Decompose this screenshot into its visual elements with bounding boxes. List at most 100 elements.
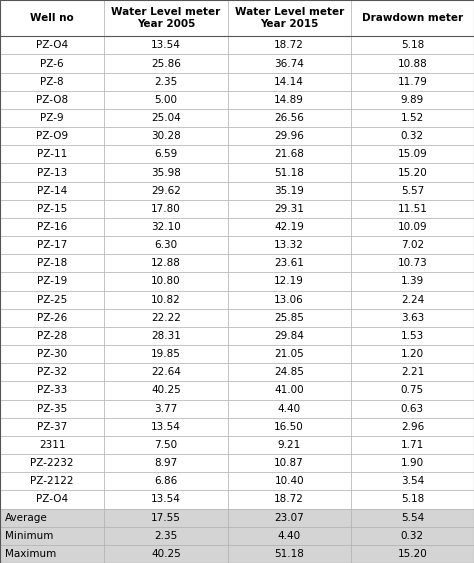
Text: 0.75: 0.75 [401,386,424,395]
Bar [104,272,228,291]
Text: 35.19: 35.19 [274,186,304,196]
Bar [228,55,351,73]
Text: 13.54: 13.54 [151,494,181,504]
Bar [228,145,351,163]
Bar [104,327,228,345]
Text: 10.73: 10.73 [398,258,427,269]
Text: 2.35: 2.35 [154,77,178,87]
Bar [104,163,228,182]
Text: PZ-37: PZ-37 [37,422,67,432]
Text: 51.18: 51.18 [274,168,304,177]
Text: PZ-2122: PZ-2122 [30,476,74,486]
Text: PZ-35: PZ-35 [37,404,67,414]
Text: PZ-18: PZ-18 [37,258,67,269]
Bar [0,291,104,309]
Bar [228,526,351,545]
Text: 10.40: 10.40 [274,476,304,486]
Bar [228,381,351,400]
Text: 2311: 2311 [39,440,65,450]
Bar [228,272,351,291]
Text: 13.54: 13.54 [151,41,181,51]
Bar [0,73,104,91]
Bar [228,163,351,182]
Bar [0,109,104,127]
Bar [0,327,104,345]
Text: 5.57: 5.57 [401,186,424,196]
Bar [228,218,351,236]
Bar [0,127,104,145]
Bar [228,436,351,454]
Text: PZ-O9: PZ-O9 [36,131,68,141]
Bar [351,526,474,545]
Bar [351,0,474,37]
Text: 10.88: 10.88 [398,59,427,69]
Bar [0,0,104,37]
Bar [351,37,474,55]
Bar [104,291,228,309]
Bar [104,127,228,145]
Bar [351,418,474,436]
Bar [0,381,104,400]
Text: PZ-2232: PZ-2232 [30,458,74,468]
Bar [351,145,474,163]
Bar [351,218,474,236]
Bar [228,73,351,91]
Text: 29.62: 29.62 [151,186,181,196]
Text: PZ-32: PZ-32 [37,367,67,377]
Bar [0,55,104,73]
Text: 18.72: 18.72 [274,494,304,504]
Text: PZ-25: PZ-25 [37,294,67,305]
Text: 23.07: 23.07 [274,512,304,522]
Bar [351,91,474,109]
Bar [228,508,351,526]
Bar [351,490,474,508]
Text: 14.14: 14.14 [274,77,304,87]
Text: 41.00: 41.00 [274,386,304,395]
Bar [228,37,351,55]
Bar [228,309,351,327]
Text: PZ-16: PZ-16 [37,222,67,232]
Bar [351,291,474,309]
Text: PZ-28: PZ-28 [37,331,67,341]
Bar [104,182,228,200]
Bar [104,436,228,454]
Bar [351,309,474,327]
Bar [0,345,104,363]
Text: Well no: Well no [30,13,74,23]
Text: Drawdown meter: Drawdown meter [362,13,463,23]
Text: 30.28: 30.28 [151,131,181,141]
Text: 2.96: 2.96 [401,422,424,432]
Text: 1.20: 1.20 [401,349,424,359]
Text: 4.40: 4.40 [278,404,301,414]
Bar [351,400,474,418]
Bar [351,127,474,145]
Bar [351,345,474,363]
Text: PZ-26: PZ-26 [37,313,67,323]
Bar [0,545,104,563]
Bar [0,309,104,327]
Text: 10.80: 10.80 [151,276,181,287]
Text: 22.64: 22.64 [151,367,181,377]
Text: 13.54: 13.54 [151,422,181,432]
Text: 11.51: 11.51 [397,204,428,214]
Text: 2.35: 2.35 [154,531,178,540]
Bar [0,200,104,218]
Text: 6.30: 6.30 [155,240,177,250]
Text: 51.18: 51.18 [274,549,304,559]
Bar [351,545,474,563]
Text: 17.80: 17.80 [151,204,181,214]
Bar [0,472,104,490]
Text: 42.19: 42.19 [274,222,304,232]
Bar [228,327,351,345]
Bar [351,163,474,182]
Bar [228,236,351,254]
Bar [104,145,228,163]
Text: 6.86: 6.86 [154,476,178,486]
Text: 9.21: 9.21 [277,440,301,450]
Text: PZ-14: PZ-14 [37,186,67,196]
Bar [0,218,104,236]
Text: PZ-15: PZ-15 [37,204,67,214]
Bar [228,0,351,37]
Bar [104,490,228,508]
Text: 5.18: 5.18 [401,494,424,504]
